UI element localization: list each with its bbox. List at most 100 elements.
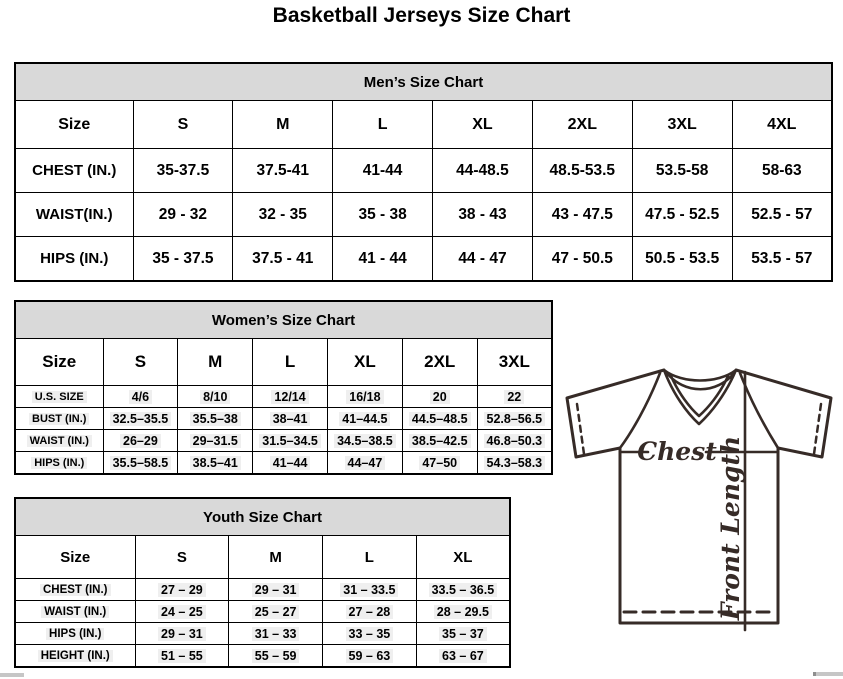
- size-value-cell-text: 38.5–41: [189, 455, 241, 470]
- size-value-cell: 54.3–58.3: [476, 451, 553, 475]
- column-header: S: [132, 100, 234, 149]
- column-header: 3XL: [631, 100, 733, 149]
- column-header: S: [102, 338, 179, 386]
- table-title-row: Women’s Size Chart: [14, 300, 553, 339]
- row-label: CHEST (IN.): [14, 148, 134, 193]
- size-value-cell: 44.5–48.5: [401, 407, 478, 430]
- size-value-cell-text: 47–50: [419, 455, 461, 470]
- table-row: HIPS (IN.) 35 - 37.5 37.5 - 41 41 - 44 44 - …: [14, 236, 833, 282]
- jersey-collar: [662, 368, 738, 426]
- womens-size-chart-table: Women’s Size Chart Size S M L XL 2XL 3XL U.S. S…: [14, 300, 553, 475]
- size-value-cell-text: 33.5 – 36.5: [428, 582, 498, 597]
- size-value-cell: 24 – 25: [134, 600, 230, 623]
- size-value-cell: 44 - 47: [432, 236, 533, 282]
- size-value-cell-text: 22: [504, 389, 525, 404]
- size-value-cell-text: 35 – 37: [439, 626, 487, 641]
- size-value-cell-text: 27 – 28: [345, 604, 394, 619]
- size-value-cell: 37.5-41: [232, 148, 334, 193]
- size-value-cell-text: 29 – 31: [158, 626, 206, 641]
- size-value-cell-text: 59 – 63: [345, 648, 394, 663]
- size-value-cell-text: 32.5–35.5: [109, 411, 172, 426]
- column-header: XL: [415, 535, 511, 579]
- row-label: HEIGHT (IN.): [14, 644, 136, 668]
- row-label-text: U.S. SIZE: [31, 390, 87, 403]
- size-value-cell: 29 – 31: [134, 622, 230, 645]
- row-label: HIPS (IN.): [14, 236, 134, 282]
- size-value-cell-text: 35.5–58.5: [109, 455, 172, 470]
- size-value-cell-text: 34.5–38.5: [334, 433, 396, 448]
- jersey-measurement-diagram: Chest Front Length: [565, 368, 833, 632]
- size-value-cell: 58-63: [731, 148, 833, 193]
- row-label-text: HIPS (IN.): [46, 627, 105, 640]
- womens-table-title: Women’s Size Chart: [14, 300, 553, 339]
- row-label-text: WAIST (IN.): [26, 434, 92, 447]
- row-label: HIPS (IN.): [14, 622, 136, 645]
- size-value-cell: 46.8–50.3: [476, 429, 553, 452]
- size-value-cell: 41–44: [252, 451, 328, 475]
- size-value-cell: 28 – 29.5: [415, 600, 511, 623]
- mens-table-title: Men’s Size Chart: [14, 62, 833, 101]
- table-title-row: Men’s Size Chart: [14, 62, 833, 101]
- size-value-cell-text: 47.5 - 52.5: [645, 205, 720, 223]
- size-value-cell: 41-44: [332, 148, 434, 193]
- size-value-cell-text: 25 – 27: [251, 604, 300, 619]
- size-value-cell-text: 53.5 - 57: [751, 249, 813, 267]
- size-value-cell: 29 - 32: [132, 192, 234, 237]
- size-value-cell-text: 35-37.5: [156, 161, 210, 179]
- size-value-cell-text: 33 – 35: [345, 626, 394, 641]
- column-header: L: [322, 535, 417, 579]
- row-label-text: WAIST (IN.): [41, 605, 110, 618]
- column-header: Size: [14, 338, 104, 386]
- size-value-cell: 33.5 – 36.5: [415, 578, 511, 601]
- size-value-cell: 35 – 37: [415, 622, 511, 645]
- size-value-cell-text: 29–31.5: [189, 433, 241, 448]
- size-value-cell-text: 37.5 - 41: [252, 249, 314, 267]
- column-header-row: Size S M L XL 2XL 3XL 4XL: [14, 100, 833, 149]
- size-value-cell-text: 41-44: [362, 161, 403, 179]
- size-value-cell-text: 50.5 - 53.5: [645, 249, 720, 267]
- row-label-text: HIPS (IN.): [40, 250, 109, 267]
- size-value-cell-text: 47 - 50.5: [551, 249, 613, 267]
- size-value-cell: 63 – 67: [415, 644, 511, 668]
- size-value-cell-text: 28 – 29.5: [433, 604, 492, 619]
- size-value-cell-text: 38.5–42.5: [408, 433, 471, 448]
- size-value-cell: 38 - 43: [432, 192, 533, 237]
- column-header: Size: [14, 535, 136, 579]
- column-header: M: [228, 535, 323, 579]
- size-value-cell-text: 16/18: [346, 389, 384, 404]
- row-label-text: HIPS (IN.): [31, 456, 88, 469]
- size-value-cell: 44–47: [326, 451, 403, 475]
- table-row: BUST (IN.) 32.5–35.5 35.5–38 38–41 41–44.5 44…: [14, 407, 553, 430]
- size-value-cell-text: 31 – 33.5: [340, 582, 399, 597]
- row-label: HIPS (IN.): [14, 451, 104, 475]
- page-title: Basketball Jerseys Size Chart: [272, 4, 571, 27]
- size-value-cell-text: 41 - 44: [358, 249, 407, 267]
- table-row: WAIST (IN.) 24 – 25 25 – 27 27 – 28 28 – 29.…: [14, 600, 511, 623]
- size-value-cell-text: 26–29: [120, 433, 161, 448]
- table-row: HEIGHT (IN.) 51 – 55 55 – 59 59 – 63 63 – 67: [14, 644, 511, 668]
- column-header: L: [252, 338, 328, 386]
- row-label-text: HEIGHT (IN.): [37, 649, 113, 662]
- size-value-cell-text: 52.5 - 57: [751, 205, 813, 223]
- size-value-cell-text: 41–44.5: [339, 411, 391, 426]
- size-value-cell-text: 52.8–56.5: [483, 411, 546, 426]
- size-value-cell: 38–41: [252, 407, 328, 430]
- size-value-cell: 31.5–34.5: [252, 429, 328, 452]
- row-label-text: BUST (IN.): [29, 412, 90, 425]
- size-value-cell: 53.5-58: [631, 148, 733, 193]
- size-value-cell-text: 41–44: [269, 455, 311, 470]
- row-label: WAIST (IN.): [14, 600, 136, 623]
- scrollbar-fragment-right[interactable]: [813, 672, 843, 676]
- size-value-cell: 16/18: [326, 385, 403, 408]
- column-header: 2XL: [401, 338, 478, 386]
- size-value-cell: 32 - 35: [232, 192, 334, 237]
- size-value-cell-text: 12/14: [271, 389, 309, 404]
- size-value-cell: 55 – 59: [228, 644, 323, 668]
- scrollbar-fragment-left[interactable]: [0, 673, 24, 677]
- size-value-cell: 29–31.5: [177, 429, 254, 452]
- size-value-cell: 31 – 33: [228, 622, 323, 645]
- size-value-cell: 35.5–38: [177, 407, 254, 430]
- table-row: WAIST (IN.) 26–29 29–31.5 31.5–34.5 34.5–38.…: [14, 429, 553, 452]
- size-value-cell-text: 63 – 67: [439, 648, 487, 663]
- size-value-cell: 41 - 44: [332, 236, 434, 282]
